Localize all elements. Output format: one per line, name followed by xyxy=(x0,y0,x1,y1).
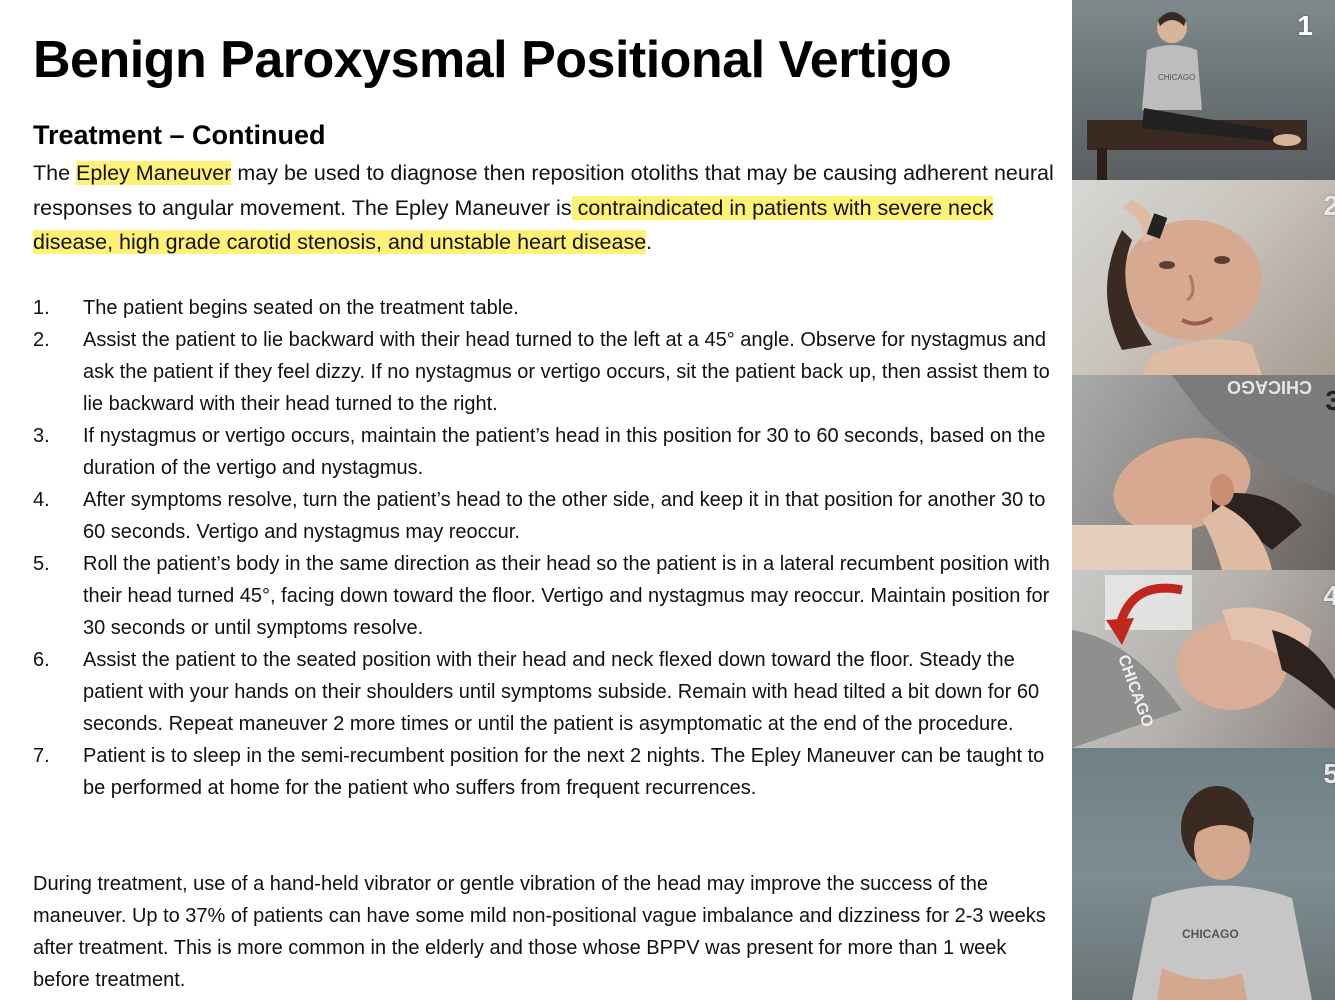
step-number: 3. xyxy=(33,425,50,447)
step-number: 1. xyxy=(33,297,50,319)
step-item: 2. Assist the patient to lie backward wit… xyxy=(33,324,1063,420)
step-item: 7. Patient is to sleep in the semi-recumb… xyxy=(33,740,1063,804)
head-held-illustration: CHICAGO xyxy=(1072,375,1335,570)
page-title: Benign Paroxysmal Positional Vertigo xyxy=(33,31,952,89)
seated-head-down-illustration: CHICAGO xyxy=(1132,786,1312,1000)
photo-number: 1 xyxy=(1297,10,1313,41)
section-subtitle: Treatment – Continued xyxy=(33,120,326,150)
step-item: 4. After symptoms resolve, turn the patie… xyxy=(33,484,1063,548)
shirt-text: CHICAGO xyxy=(1182,927,1239,941)
step-text: Assist the patient to lie backward with … xyxy=(83,329,1050,415)
step-number: 6. xyxy=(33,649,50,671)
intro-text-2: may be used to diagnose then reposition … xyxy=(33,161,1054,220)
step-number: 7. xyxy=(33,745,50,767)
highlight-epley-maneuver: Epley Maneuver xyxy=(76,161,232,185)
photo-number: 2 xyxy=(1323,190,1335,221)
step-item: 3. If nystagmus or vertigo occurs, mainta… xyxy=(33,420,1063,484)
step-number: 4. xyxy=(33,489,50,511)
closing-paragraph: During treatment, use of a hand-held vib… xyxy=(33,873,1046,991)
photo-step-1: CHICAGO 1 xyxy=(1072,0,1335,180)
intro-text-1: The xyxy=(33,161,77,185)
step-text: The patient begins seated on the treatme… xyxy=(83,297,519,319)
step-text: After symptoms resolve, turn the patient… xyxy=(83,489,1046,543)
photo-step-2: 2 xyxy=(1072,180,1335,375)
lateral-roll-illustration: CHICAGO xyxy=(1072,575,1335,748)
step-text: Roll the patient’s body in the same dire… xyxy=(83,553,1050,639)
photo-number: 4 xyxy=(1323,580,1335,611)
shirt-text: CHICAGO xyxy=(1227,377,1312,397)
step-number: 5. xyxy=(33,553,50,575)
step-text: Assist the patient to the seated positio… xyxy=(83,649,1040,735)
photo-column: CHICAGO 1 2 xyxy=(1072,0,1335,1000)
photo-number: 5 xyxy=(1323,758,1335,789)
roll-direction-arrow xyxy=(1115,583,1183,627)
steps-list: 1. The patient begins seated on the treat… xyxy=(33,292,1063,804)
seated-patient-illustration: CHICAGO xyxy=(1087,12,1307,180)
photo-step-4: CHICAGO 4 xyxy=(1072,570,1335,748)
photo-step-5: CHICAGO 5 xyxy=(1072,748,1335,1000)
intro-paragraph: The Epley Maneuver may be used to diagno… xyxy=(33,156,1063,260)
step-item: 5. Roll the patient’s body in the same di… xyxy=(33,548,1063,644)
step-text: If nystagmus or vertigo occurs, maintain… xyxy=(83,425,1046,479)
photo-number: 3 xyxy=(1325,385,1335,416)
step-number: 2. xyxy=(33,329,50,351)
step-item: 6. Assist the patient to the seated posit… xyxy=(33,644,1063,740)
step-item: 1. The patient begins seated on the treat… xyxy=(33,292,1063,324)
shirt-text: CHICAGO xyxy=(1158,73,1195,82)
photo-step-3: CHICAGO 3 xyxy=(1072,375,1335,570)
step-text: Patient is to sleep in the semi-recumben… xyxy=(83,745,1045,799)
intro-text-3: . xyxy=(646,230,653,254)
head-turned-illustration xyxy=(1107,200,1262,375)
